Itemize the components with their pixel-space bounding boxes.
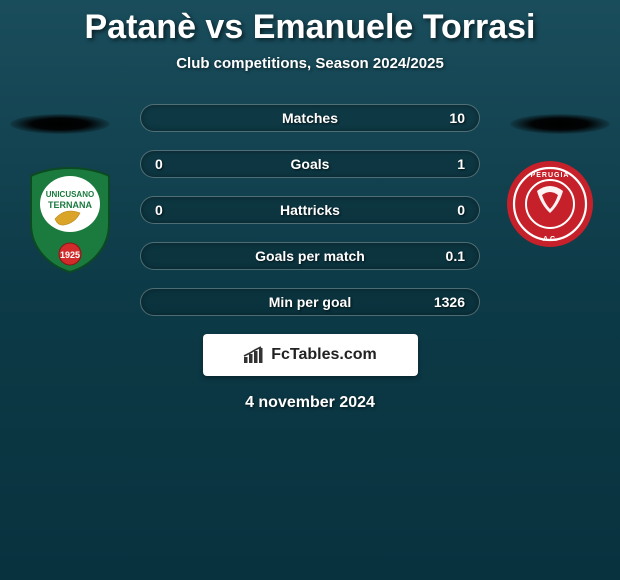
chart-icon [243, 346, 265, 364]
brand-box: FcTables.com [203, 334, 418, 376]
svg-text:1925: 1925 [60, 250, 80, 260]
stat-right: 1 [421, 156, 465, 172]
stat-right: 0.1 [421, 248, 465, 264]
shadow-right [510, 114, 610, 134]
stat-row-mpg: Min per goal 1326 [140, 288, 480, 316]
svg-text:UNICUSANO: UNICUSANO [46, 190, 94, 199]
stat-label: Min per goal [199, 294, 421, 310]
stat-label: Goals per match [199, 248, 421, 264]
stats-list: Matches 10 0 Goals 1 0 Hattricks 0 Goals… [140, 104, 480, 316]
stat-label: Matches [199, 110, 421, 126]
svg-text:A.C.: A.C. [543, 236, 557, 243]
team-badge-left: UNICUSANO TERNANA 1925 [25, 164, 115, 274]
comparison-panel: UNICUSANO TERNANA 1925 PERUGIA A.C. Matc… [0, 104, 620, 412]
stat-row-matches: Matches 10 [140, 104, 480, 132]
brand-text: FcTables.com [271, 346, 377, 364]
stat-right: 0 [421, 202, 465, 218]
stat-label: Hattricks [199, 202, 421, 218]
stat-label: Goals [199, 156, 421, 172]
stat-left: 0 [155, 156, 199, 172]
svg-text:PERUGIA: PERUGIA [531, 172, 570, 179]
team-badge-right: PERUGIA A.C. [505, 159, 595, 269]
stat-right: 1326 [421, 294, 465, 310]
svg-text:TERNANA: TERNANA [48, 200, 92, 210]
shadow-left [10, 114, 110, 134]
subtitle: Club competitions, Season 2024/2025 [0, 55, 620, 72]
stat-left: 0 [155, 202, 199, 218]
stat-row-hattricks: 0 Hattricks 0 [140, 196, 480, 224]
stat-right: 10 [421, 110, 465, 126]
stat-row-gpm: Goals per match 0.1 [140, 242, 480, 270]
date-text: 4 november 2024 [0, 394, 620, 412]
page-title: Patanè vs Emanuele Torrasi [0, 0, 620, 47]
stat-row-goals: 0 Goals 1 [140, 150, 480, 178]
